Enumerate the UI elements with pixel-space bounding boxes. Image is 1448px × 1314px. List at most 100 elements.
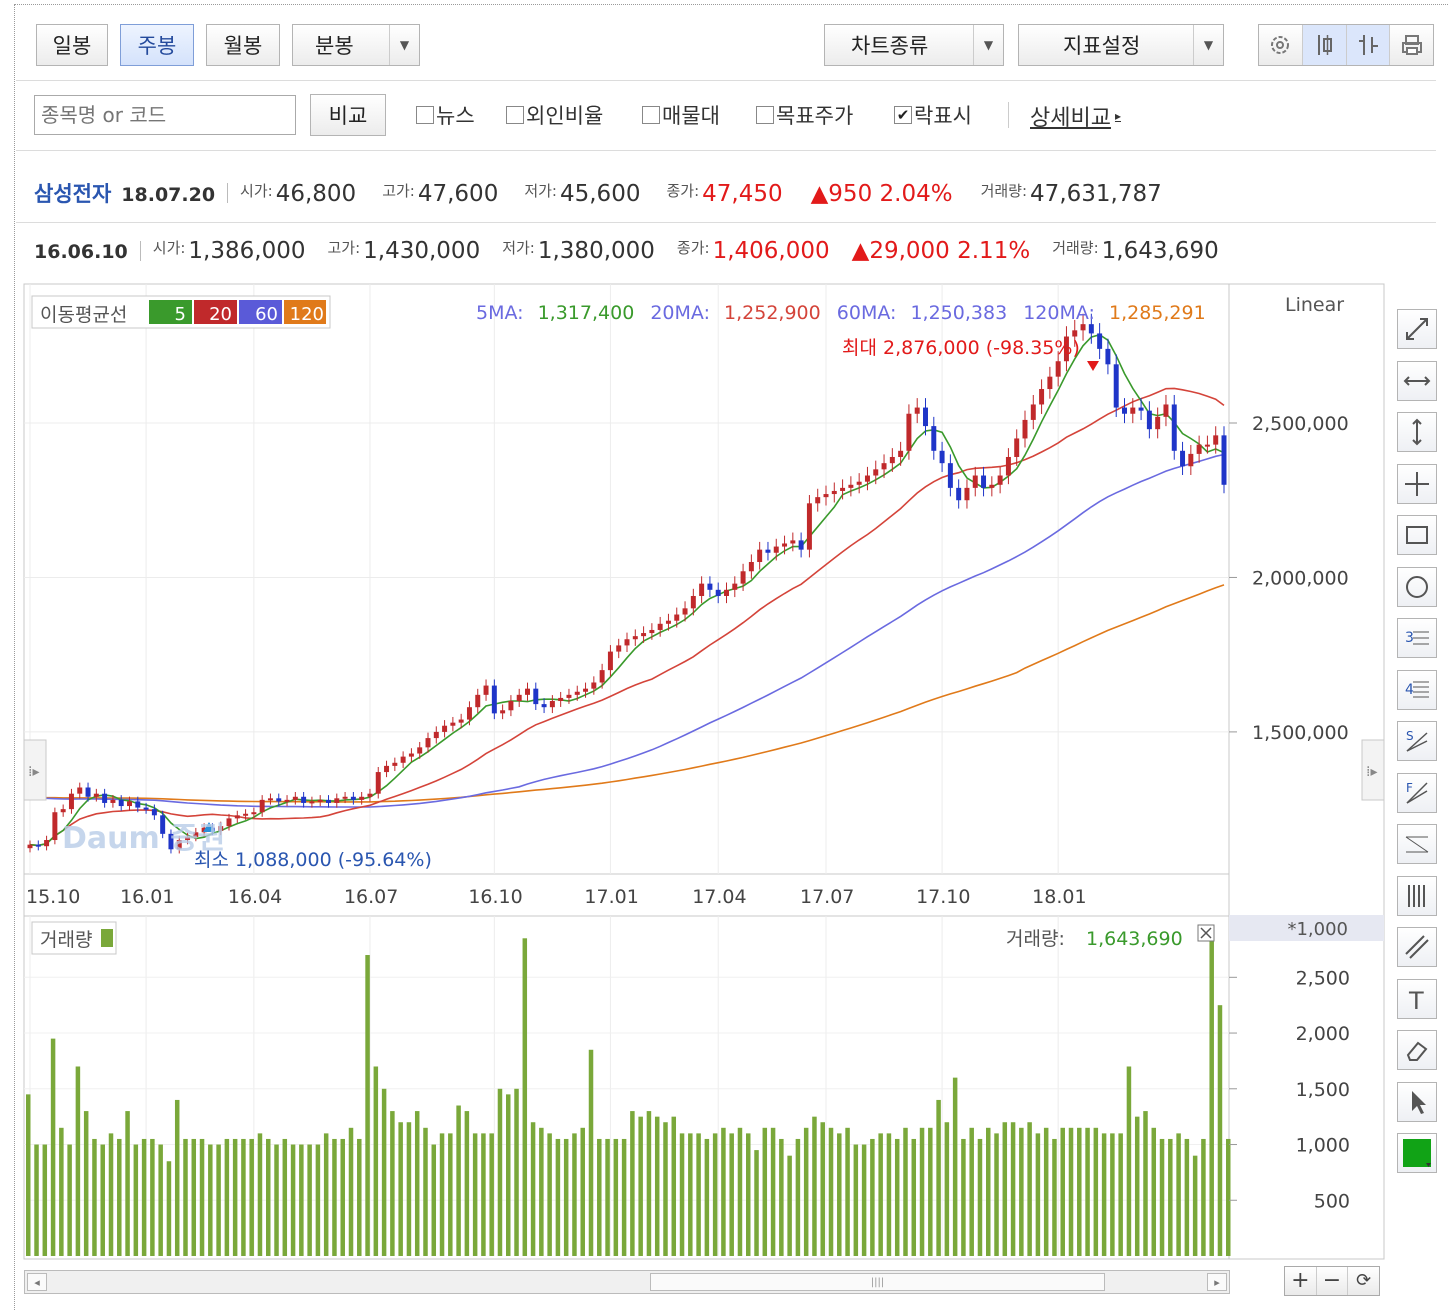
candle-body <box>450 722 456 726</box>
volume-bar <box>431 1144 437 1256</box>
candle <box>309 796 315 808</box>
volume-bar <box>539 1127 544 1256</box>
checkbox-box[interactable] <box>756 106 774 124</box>
candle-body <box>947 463 953 488</box>
speed-line-f-icon[interactable]: F <box>1397 772 1437 813</box>
candle-body <box>881 463 887 470</box>
ma5-value: 1,317,400 <box>538 302 635 324</box>
foreign-ratio-checkbox[interactable]: 외인비율 <box>506 100 603 130</box>
stock-search-input[interactable] <box>34 95 296 135</box>
candle <box>417 741 423 759</box>
candle <box>491 679 497 720</box>
print-icon[interactable] <box>1390 25 1433 65</box>
candle <box>359 791 365 805</box>
rectangle-icon[interactable] <box>1397 515 1437 555</box>
volume-bar <box>323 1133 329 1256</box>
reset-icon[interactable]: ⟳ <box>1356 1270 1372 1291</box>
bar-view-icon[interactable] <box>1346 25 1391 65</box>
candle-body <box>757 549 763 563</box>
candle <box>657 616 663 637</box>
volume-profile-checkbox[interactable]: 매물대 <box>642 100 720 130</box>
scroll-right-icon[interactable]: ▸ <box>1207 1273 1227 1291</box>
volume-unit-box <box>1229 915 1384 941</box>
checkbox-box[interactable] <box>642 106 660 124</box>
x-axis-label: 18.01 <box>1032 886 1086 908</box>
candle <box>566 688 572 704</box>
chart-container <box>14 4 1448 1310</box>
trendline-icon[interactable] <box>1397 309 1437 349</box>
volume-bar <box>770 1127 776 1256</box>
channel-icon[interactable] <box>1397 824 1437 864</box>
text-icon[interactable]: T <box>1397 978 1437 1019</box>
checkmark-icon[interactable]: ✔ <box>894 106 912 124</box>
stock-name: 삼성전자 <box>34 182 112 206</box>
volume-bar <box>34 1144 39 1256</box>
price-tick-label: 2,000,000 <box>1252 567 1349 589</box>
candle <box>831 482 837 503</box>
candle <box>508 695 514 717</box>
candle <box>68 788 74 814</box>
volume-bar <box>299 1144 304 1256</box>
candle <box>143 802 149 814</box>
candle-view-icon[interactable] <box>1302 25 1347 65</box>
parallel-lines-icon[interactable] <box>1397 927 1437 967</box>
cursor-icon[interactable] <box>1397 1081 1437 1122</box>
checkbox-box[interactable] <box>506 106 524 124</box>
candle-body <box>657 623 663 630</box>
indicator-dropdown[interactable]: 지표설정 ▼ <box>1018 24 1224 66</box>
candle-body <box>1030 404 1036 420</box>
vertical-line-icon[interactable] <box>1397 412 1437 452</box>
scroll-left-icon[interactable]: ◂ <box>27 1273 47 1291</box>
weekly-button[interactable]: 주봉 <box>120 24 194 66</box>
volume-bar <box>83 1111 89 1256</box>
target-price-checkbox[interactable]: 목표주가 <box>756 100 853 130</box>
eraser-icon[interactable] <box>1397 1030 1437 1070</box>
volume-bar <box>894 1138 900 1256</box>
candle <box>342 791 348 804</box>
view-icon-group <box>1258 24 1434 66</box>
monthly-button[interactable]: 월봉 <box>206 24 280 66</box>
circle-icon[interactable] <box>1397 566 1437 607</box>
checkbox-box[interactable] <box>416 106 434 124</box>
ma5-label: 5MA: <box>476 302 524 324</box>
detail-compare-link[interactable]: 상세비교 ▸ <box>1030 100 1121 132</box>
zoom-in-icon[interactable]: + <box>1285 1267 1317 1295</box>
zoom-out-icon[interactable]: − <box>1317 1267 1349 1295</box>
volume-bar <box>1184 1138 1190 1256</box>
fibonacci-3-icon[interactable]: 3 <box>1397 618 1437 658</box>
candle <box>773 538 779 561</box>
candle <box>881 454 887 479</box>
divider <box>227 183 229 203</box>
chart-type-dropdown[interactable]: 차트종류 ▼ <box>824 24 1004 66</box>
horizontal-line-icon[interactable] <box>1397 360 1437 401</box>
candle-body <box>102 793 108 803</box>
volume-bar <box>1093 1127 1099 1256</box>
change-value: ▲29,000 2.11% <box>851 238 1031 264</box>
daily-button[interactable]: 일봉 <box>36 24 108 66</box>
minute-dropdown[interactable]: 분봉 ▼ <box>292 24 420 66</box>
speed-line-s-icon[interactable]: S <box>1397 721 1437 761</box>
compare-button[interactable]: 비교 <box>310 94 386 136</box>
volume-bar <box>704 1138 710 1256</box>
news-checkbox[interactable]: 뉴스 <box>416 100 475 130</box>
vertical-lines-icon[interactable] <box>1397 875 1437 916</box>
crosshair-icon[interactable] <box>1397 463 1437 504</box>
fibonacci-4-icon[interactable]: 4 <box>1397 669 1437 710</box>
detail-compare-label: 상세비교 <box>1030 106 1111 131</box>
volume-bar <box>886 1133 892 1256</box>
target-price-label: 목표주가 <box>776 104 854 128</box>
horizontal-scrollbar[interactable]: ◂ |||| ▸ <box>24 1270 1230 1294</box>
candle-body <box>873 469 879 476</box>
volume-bar <box>712 1133 718 1256</box>
volume-bar <box>737 1127 743 1256</box>
volume-title: 거래량 <box>40 929 92 951</box>
color-picker-icon[interactable] <box>1397 1133 1437 1173</box>
info-row-current: 삼성전자 18.07.20 시가: 46,800 고가: 47,600 저가: … <box>34 178 1162 208</box>
scroll-thumb[interactable]: |||| <box>650 1273 1105 1291</box>
settings-icon[interactable] <box>1259 25 1303 65</box>
divider <box>1008 102 1009 128</box>
high-value: 47,600 <box>417 181 499 207</box>
volume-bar <box>621 1138 627 1256</box>
volume-bar <box>75 1066 81 1256</box>
adjustment-checkbox[interactable]: ✔ 락표시 <box>894 100 972 130</box>
